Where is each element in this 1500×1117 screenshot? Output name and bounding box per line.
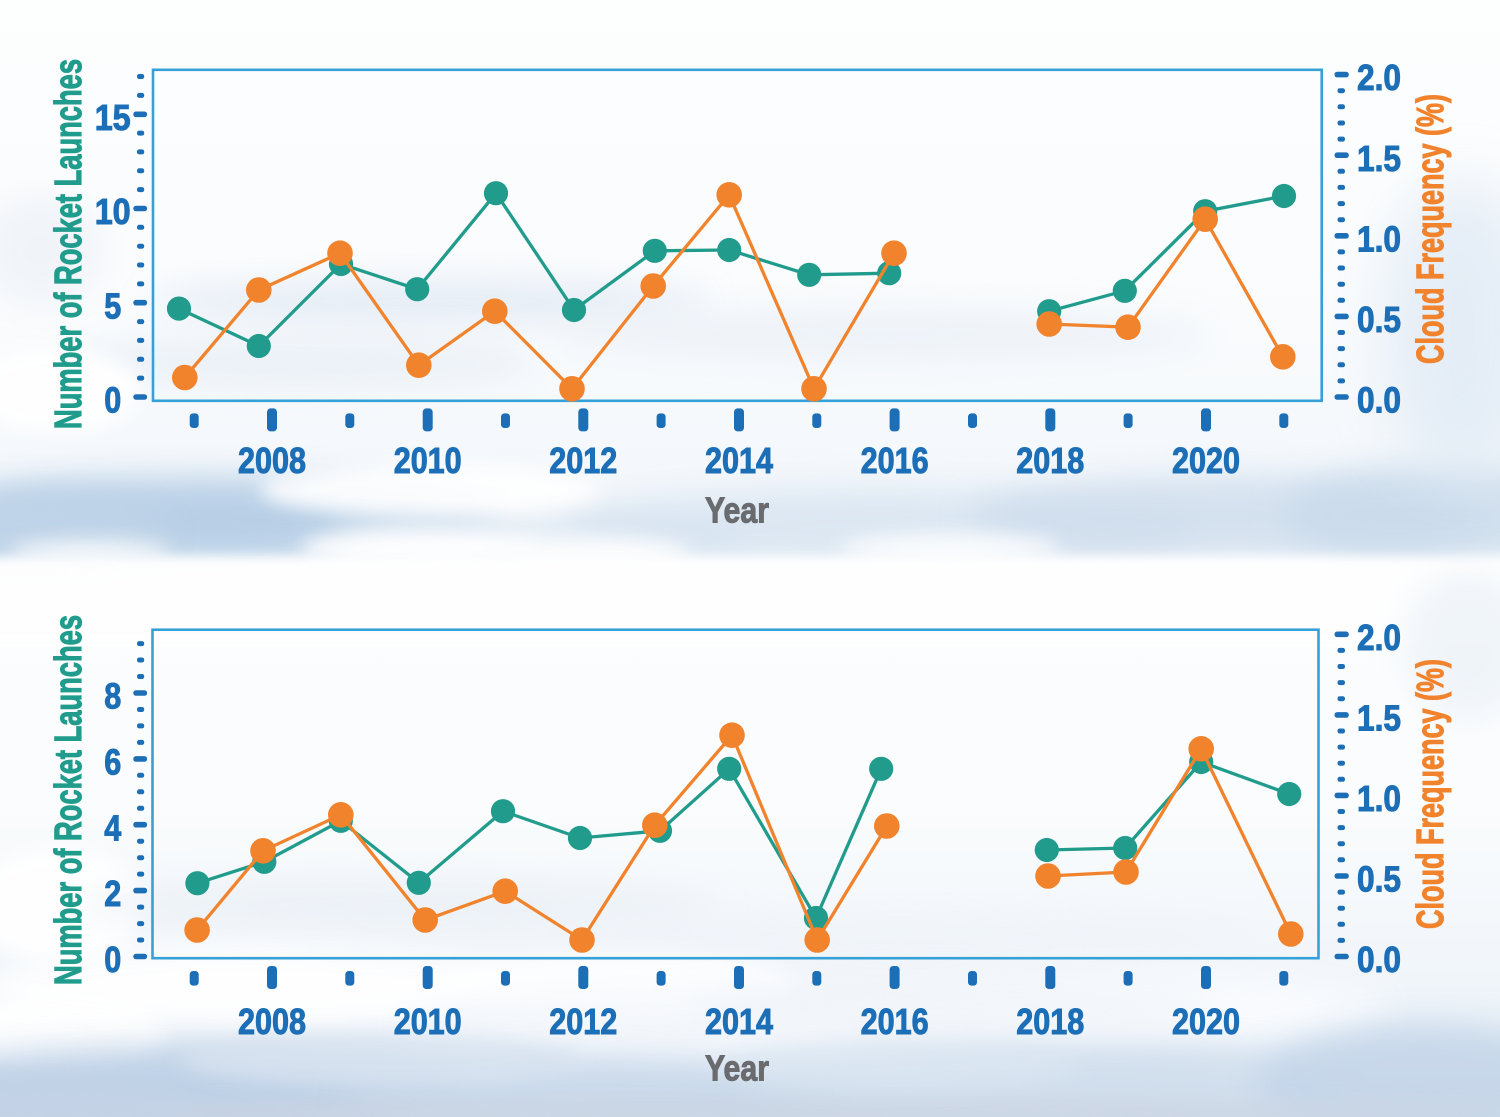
svg-text:2020: 2020 (1172, 440, 1240, 481)
svg-text:2012: 2012 (549, 1001, 617, 1042)
svg-text:2008: 2008 (238, 1001, 306, 1042)
svg-text:Cloud Frequency (%): Cloud Frequency (%) (1410, 659, 1452, 929)
svg-text:2014: 2014 (705, 440, 773, 481)
svg-text:2020: 2020 (1172, 1001, 1240, 1042)
svg-text:Cloud Frequency (%): Cloud Frequency (%) (1410, 94, 1452, 364)
svg-text:6: 6 (104, 742, 121, 783)
svg-text:Number of Rocket Launches: Number of Rocket Launches (48, 615, 90, 985)
svg-text:2018: 2018 (1016, 1001, 1084, 1042)
svg-text:2.0: 2.0 (1357, 617, 1401, 658)
svg-text:Year: Year (705, 490, 769, 531)
svg-text:0: 0 (104, 939, 121, 980)
svg-text:0.5: 0.5 (1357, 299, 1401, 340)
svg-text:8: 8 (104, 676, 121, 717)
svg-text:0.5: 0.5 (1357, 859, 1401, 900)
svg-text:2008: 2008 (238, 440, 306, 481)
svg-text:Year: Year (705, 1048, 769, 1089)
svg-text:0.0: 0.0 (1357, 380, 1401, 421)
svg-text:2010: 2010 (394, 440, 462, 481)
svg-text:5: 5 (104, 285, 121, 326)
svg-text:2.0: 2.0 (1357, 57, 1401, 98)
svg-text:1.5: 1.5 (1357, 138, 1401, 179)
svg-text:2010: 2010 (394, 1001, 462, 1042)
svg-text:0.0: 0.0 (1357, 939, 1401, 980)
svg-text:2012: 2012 (549, 440, 617, 481)
svg-text:0: 0 (104, 380, 121, 421)
svg-text:Number of Rocket Launches: Number of Rocket Launches (48, 59, 90, 429)
svg-text:2016: 2016 (861, 440, 929, 481)
svg-text:1.0: 1.0 (1357, 218, 1401, 259)
svg-text:10: 10 (95, 191, 131, 232)
svg-text:2016: 2016 (861, 1001, 929, 1042)
svg-text:2018: 2018 (1016, 440, 1084, 481)
svg-text:2: 2 (104, 873, 121, 914)
svg-text:1.5: 1.5 (1357, 698, 1401, 739)
svg-text:1.0: 1.0 (1357, 778, 1401, 819)
svg-text:4: 4 (104, 807, 121, 848)
svg-text:15: 15 (95, 97, 131, 138)
svg-text:2014: 2014 (705, 1001, 773, 1042)
